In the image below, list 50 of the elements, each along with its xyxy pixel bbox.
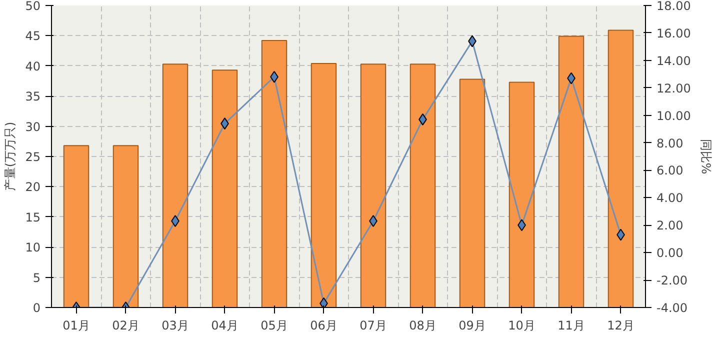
y2-tick-label: 0.00	[656, 246, 684, 260]
y2-tick-label: 12.00	[656, 81, 691, 96]
bar	[63, 145, 90, 308]
bar	[310, 62, 337, 308]
point	[320, 297, 328, 308]
y2-tick-label: 16.00	[656, 26, 691, 40]
y2-tick-label: -2.00	[656, 274, 688, 288]
bar	[459, 78, 486, 308]
y-tick-label: 20	[25, 180, 41, 194]
y2-tick-label: 14.00	[656, 54, 691, 68]
y2-tick-label: 18.00	[656, 0, 691, 13]
y-tick-label: 25	[25, 150, 41, 164]
y-tick-label: 10	[25, 240, 41, 255]
bar	[261, 40, 288, 308]
x-tick-label: 08月	[409, 318, 436, 332]
y-tick-label: 50	[25, 0, 41, 13]
x-tick-label: 12月	[607, 318, 634, 332]
x-tick-label: 07月	[360, 318, 387, 332]
bar	[112, 145, 139, 308]
y-tick-label: 45	[25, 29, 41, 44]
y-tick-label: 40	[25, 59, 41, 74]
y-axis-title: 产量(万万只)	[3, 122, 18, 192]
y-tick-label: 35	[25, 90, 41, 104]
x-tick-label: 01月	[62, 318, 90, 332]
y2-tick-label: 8.00	[656, 136, 684, 150]
y2-tick-label: 2.00	[656, 218, 684, 233]
x-tick-label: 02月	[112, 318, 140, 332]
y-tick-label: 15	[25, 210, 41, 224]
y-tick-label: 0	[32, 301, 41, 315]
y2-tick-label: 10.00	[656, 108, 691, 123]
y2-tick-label: 6.00	[656, 164, 684, 178]
x-tick-label: 09月	[458, 318, 486, 332]
bar	[608, 30, 634, 308]
bar	[360, 64, 386, 308]
x-tick-label: 05月	[260, 318, 288, 332]
x-tick-label: 03月	[162, 318, 189, 332]
x-tick-label: 04月	[211, 318, 238, 332]
y-tick-label: 30	[25, 120, 41, 134]
y2-axis-title: 同比%	[698, 138, 713, 174]
y-tick-label: 5	[32, 270, 41, 285]
x-tick-label: 06月	[310, 318, 338, 332]
y2-tick-label: -4.00	[656, 301, 688, 315]
y2-tick-label: 4.00	[656, 191, 684, 206]
bar	[508, 82, 535, 308]
x-tick-label: 11月	[558, 318, 585, 332]
bar	[162, 64, 188, 308]
bar	[558, 36, 584, 308]
x-tick-label: 10月	[508, 318, 536, 332]
bar	[212, 70, 238, 308]
bar	[410, 64, 436, 308]
